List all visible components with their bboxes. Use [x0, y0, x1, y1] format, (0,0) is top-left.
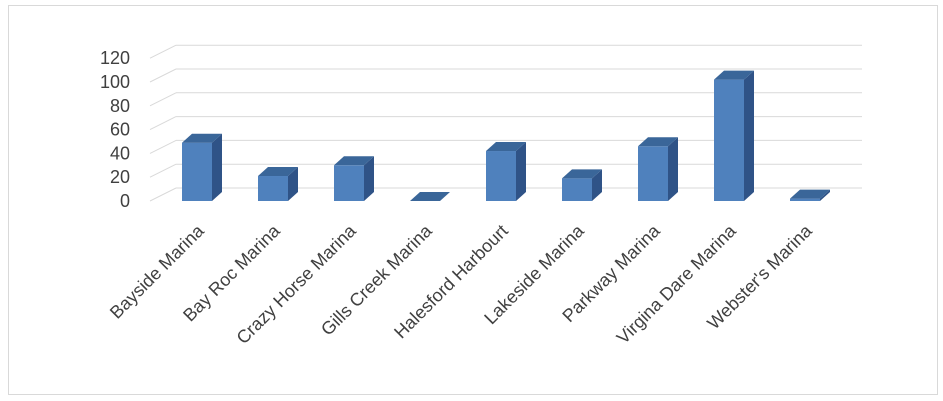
y-tick-label: 80 — [110, 96, 130, 116]
gridline-side — [149, 44, 177, 59]
bar — [182, 133, 222, 201]
y-tick-label: 120 — [100, 48, 130, 68]
chart-frame — [8, 5, 938, 395]
y-tick-label: 20 — [110, 167, 130, 187]
bar — [638, 137, 678, 201]
gridline-side — [149, 187, 177, 202]
gridline-side — [149, 163, 177, 178]
bar — [562, 169, 602, 201]
bar-top — [714, 70, 754, 80]
bar-top — [258, 167, 298, 177]
bar-front — [486, 151, 516, 201]
bar-top — [182, 133, 222, 143]
gridline-side — [149, 68, 177, 83]
bar-front — [790, 198, 820, 201]
gridline-side — [149, 116, 177, 131]
bar-top — [334, 156, 374, 166]
y-tick-label: 0 — [120, 191, 130, 211]
bar — [486, 142, 526, 201]
bar-front — [562, 178, 592, 201]
bar-front — [334, 165, 364, 201]
bar-top — [486, 142, 526, 152]
gridline-side — [149, 92, 177, 107]
gridline-side — [149, 139, 177, 154]
bar-side — [288, 167, 298, 201]
bar-side — [516, 142, 526, 201]
bar-side — [744, 70, 754, 202]
y-tick-label: 100 — [100, 72, 130, 92]
bar — [258, 167, 298, 201]
y-axis-ticks: 0 20 40 60 80 100 120 — [100, 48, 130, 211]
bar-side — [592, 169, 602, 201]
bar-side — [820, 189, 830, 201]
bars — [182, 70, 830, 202]
bar-side — [668, 137, 678, 201]
bar — [714, 70, 754, 202]
bar — [790, 189, 830, 201]
bar-top — [638, 137, 678, 147]
bar-front — [182, 142, 212, 201]
bar-front — [714, 79, 744, 201]
bar — [410, 192, 450, 201]
y-tick-label: 40 — [110, 143, 130, 163]
bar-front — [638, 146, 668, 201]
bar-top — [562, 169, 602, 179]
y-tick-label: 60 — [110, 120, 130, 140]
bar-top — [410, 192, 450, 201]
bar-side — [364, 156, 374, 201]
bar-front — [258, 176, 288, 201]
bar-side — [212, 133, 222, 201]
bar — [334, 156, 374, 201]
bar-top — [790, 189, 830, 199]
